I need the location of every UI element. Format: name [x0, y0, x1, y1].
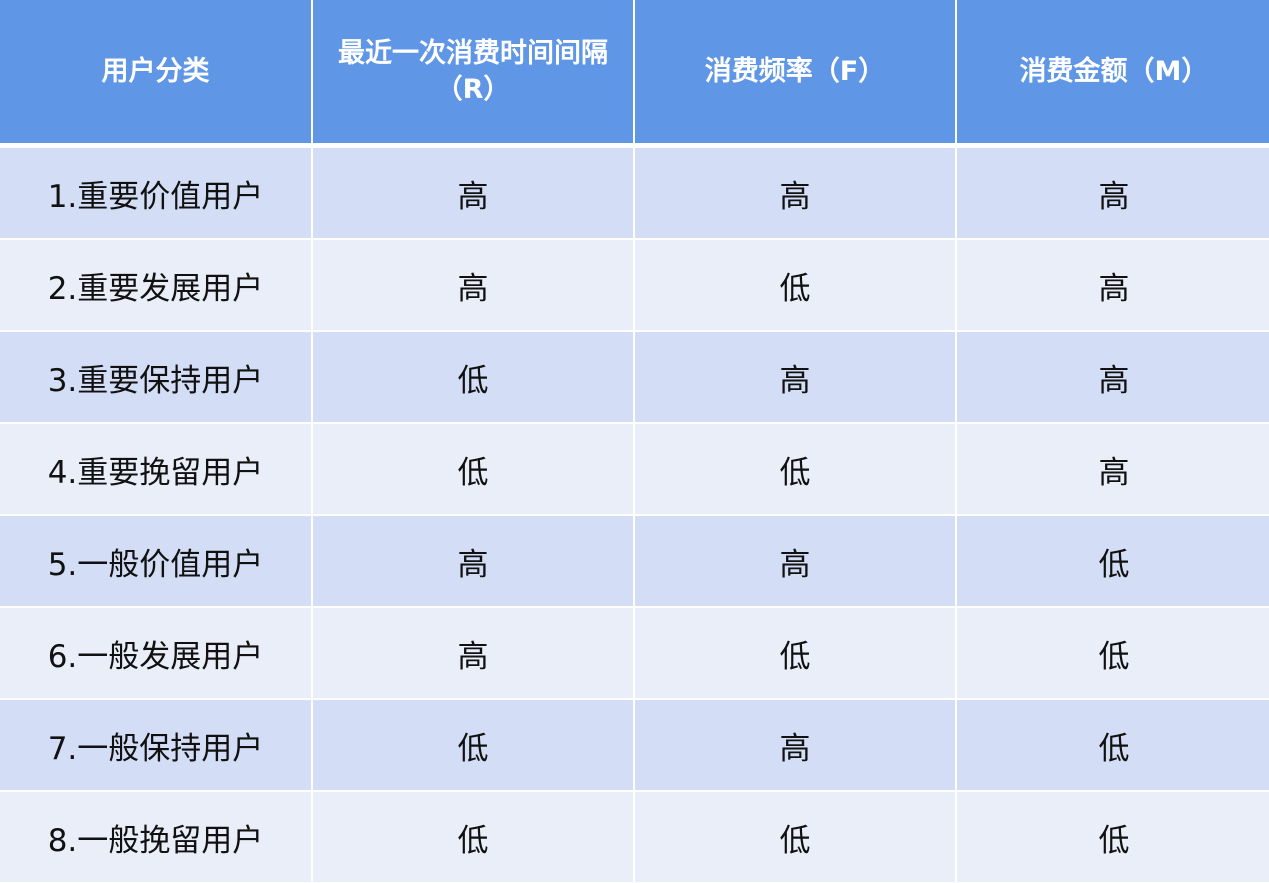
header-user-category: 用户分类 — [0, 0, 311, 143]
cell-monetary: 高 — [957, 240, 1269, 330]
header-recency: 最近一次消费时间间隔（R） — [313, 0, 633, 143]
cell-frequency: 低 — [635, 792, 955, 882]
cell-category: 2.重要发展用户 — [0, 240, 311, 330]
cell-recency: 低 — [313, 700, 633, 790]
header-monetary: 消费金额（M） — [957, 0, 1269, 143]
cell-frequency: 高 — [635, 148, 955, 238]
cell-monetary: 低 — [957, 516, 1269, 606]
cell-frequency: 低 — [635, 424, 955, 514]
cell-recency: 高 — [313, 516, 633, 606]
cell-category: 6.一般发展用户 — [0, 608, 311, 698]
cell-category: 4.重要挽留用户 — [0, 424, 311, 514]
cell-frequency: 高 — [635, 332, 955, 422]
cell-monetary: 低 — [957, 792, 1269, 882]
cell-recency: 低 — [313, 424, 633, 514]
cell-category: 3.重要保持用户 — [0, 332, 311, 422]
cell-recency: 高 — [313, 240, 633, 330]
cell-monetary: 高 — [957, 148, 1269, 238]
cell-category: 7.一般保持用户 — [0, 700, 311, 790]
cell-recency: 低 — [313, 332, 633, 422]
cell-category: 5.一般价值用户 — [0, 516, 311, 606]
cell-category: 1.重要价值用户 — [0, 148, 311, 238]
cell-recency: 低 — [313, 792, 633, 882]
cell-frequency: 高 — [635, 516, 955, 606]
cell-category: 8.一般挽留用户 — [0, 792, 311, 882]
cell-recency: 高 — [313, 608, 633, 698]
cell-frequency: 低 — [635, 240, 955, 330]
cell-monetary: 高 — [957, 332, 1269, 422]
cell-monetary: 高 — [957, 424, 1269, 514]
cell-frequency: 高 — [635, 700, 955, 790]
cell-monetary: 低 — [957, 608, 1269, 698]
cell-frequency: 低 — [635, 608, 955, 698]
cell-recency: 高 — [313, 148, 633, 238]
cell-monetary: 低 — [957, 700, 1269, 790]
header-frequency: 消费频率（F） — [635, 0, 955, 143]
